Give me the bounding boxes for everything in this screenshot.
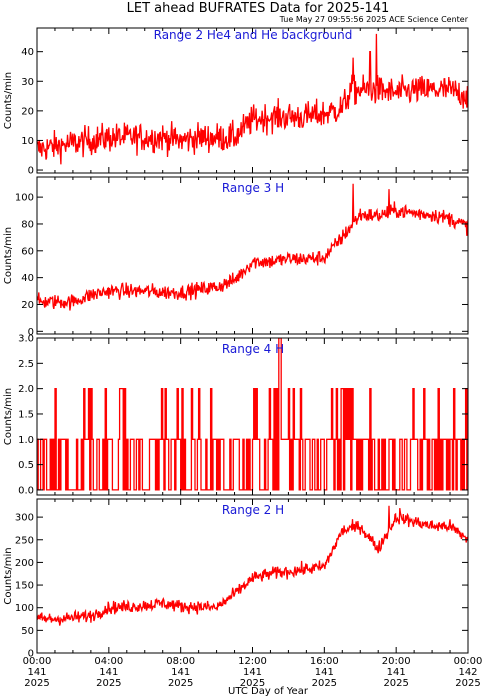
- y-tick-label: 0: [28, 327, 34, 338]
- series-line-4: [37, 505, 468, 626]
- x-tick-year: 2025: [455, 678, 480, 689]
- x-tick-time: 20:00: [382, 656, 411, 667]
- y-tick-label: 0.5: [18, 460, 34, 471]
- x-tick-year: 2025: [312, 678, 337, 689]
- x-tick-time: 12:00: [238, 656, 267, 667]
- y-tick-label: 250: [15, 535, 34, 546]
- x-tick-time: 00:00: [23, 656, 52, 667]
- y-tick-label: 1.5: [18, 409, 34, 420]
- x-tick-day: 141: [243, 667, 262, 678]
- y-tick-label: 2.5: [18, 359, 34, 370]
- y-tick-label: 20: [21, 300, 34, 311]
- y-tick-label: 3.0: [18, 334, 34, 345]
- y-tick-label: 40: [21, 273, 34, 284]
- series-line-2: [37, 183, 468, 311]
- y-tick-label: 40: [21, 47, 34, 58]
- y-tick-label: 80: [21, 219, 34, 230]
- x-tick-day: 141: [387, 667, 406, 678]
- panel-frame: [36, 176, 469, 335]
- series-line-1: [37, 33, 468, 165]
- series-line-3: [37, 338, 468, 491]
- panel-title: Range 3 H: [222, 181, 284, 195]
- main-title: LET ahead BUFRATES Data for 2025-141: [127, 1, 390, 16]
- y-tick-label: 50: [21, 626, 34, 637]
- x-tick-time: 08:00: [166, 656, 195, 667]
- x-tick-day: 141: [171, 667, 190, 678]
- x-tick-day: 142: [458, 667, 477, 678]
- panels: 0 10 20 30 40 Counts/min Range 2 He4 and He ba…: [3, 27, 469, 660]
- x-tick-day: 141: [315, 667, 334, 678]
- panel-title: Range 2 H: [222, 503, 284, 517]
- x-axis-label: UTC Day of Year: [228, 686, 309, 697]
- y-tick-label: 200: [15, 558, 34, 569]
- y-tick-label: 0.0: [18, 485, 34, 496]
- y-axis-label: Counts/min: [3, 388, 14, 445]
- panel-3: 0.0 0.5 1.0 1.5 2.0 2.5 3.0 Counts/min Range 4 H: [3, 334, 469, 496]
- y-tick-label: 2.0: [18, 384, 34, 395]
- panel-frame: [36, 27, 469, 174]
- y-tick-label: 60: [21, 246, 34, 257]
- x-axis: 00:00141202504:00141202508:00141202512:0…: [23, 656, 482, 689]
- y-tick-label: 300: [15, 513, 34, 524]
- y-tick-label: 100: [15, 193, 34, 204]
- x-tick-day: 141: [99, 667, 118, 678]
- y-tick-label: 30: [21, 77, 34, 88]
- x-tick-time: 16:00: [310, 656, 339, 667]
- y-tick-label: 150: [15, 581, 34, 592]
- y-tick-label: 0: [28, 649, 34, 660]
- y-axis-label: Counts/min: [3, 72, 14, 129]
- y-tick-label: 1.0: [18, 435, 34, 446]
- timestamp: Tue May 27 09:55:56 2025 ACE Science Cen…: [279, 15, 469, 24]
- panel-title: Range 4 H: [222, 342, 284, 356]
- y-axis-label: Counts/min: [3, 547, 14, 604]
- x-tick-time: 04:00: [94, 656, 123, 667]
- panel-title: Range 2 He4 and He background: [154, 28, 353, 42]
- x-tick-year: 2025: [168, 678, 193, 689]
- y-tick-label: 10: [21, 136, 34, 147]
- x-tick-year: 2025: [383, 678, 408, 689]
- x-tick-year: 2025: [96, 678, 121, 689]
- x-tick-year: 2025: [240, 678, 265, 689]
- y-tick-label: 20: [21, 106, 34, 117]
- x-tick-day: 141: [27, 667, 46, 678]
- y-tick-label: 100: [15, 603, 34, 614]
- y-tick-label: 0: [28, 166, 34, 177]
- panel-1: 0 10 20 30 40 Counts/min Range 2 He4 and He ba…: [3, 27, 469, 177]
- panel-2: 0 20 40 60 80 100 Counts/min Range 3 H: [3, 176, 469, 338]
- panel-4: 0 50 100 150 200 250 300 Counts/min Range 2 H: [3, 498, 469, 660]
- x-tick-time: 00:00: [454, 656, 482, 667]
- x-tick-year: 2025: [24, 678, 49, 689]
- y-axis-label: Counts/min: [3, 227, 14, 284]
